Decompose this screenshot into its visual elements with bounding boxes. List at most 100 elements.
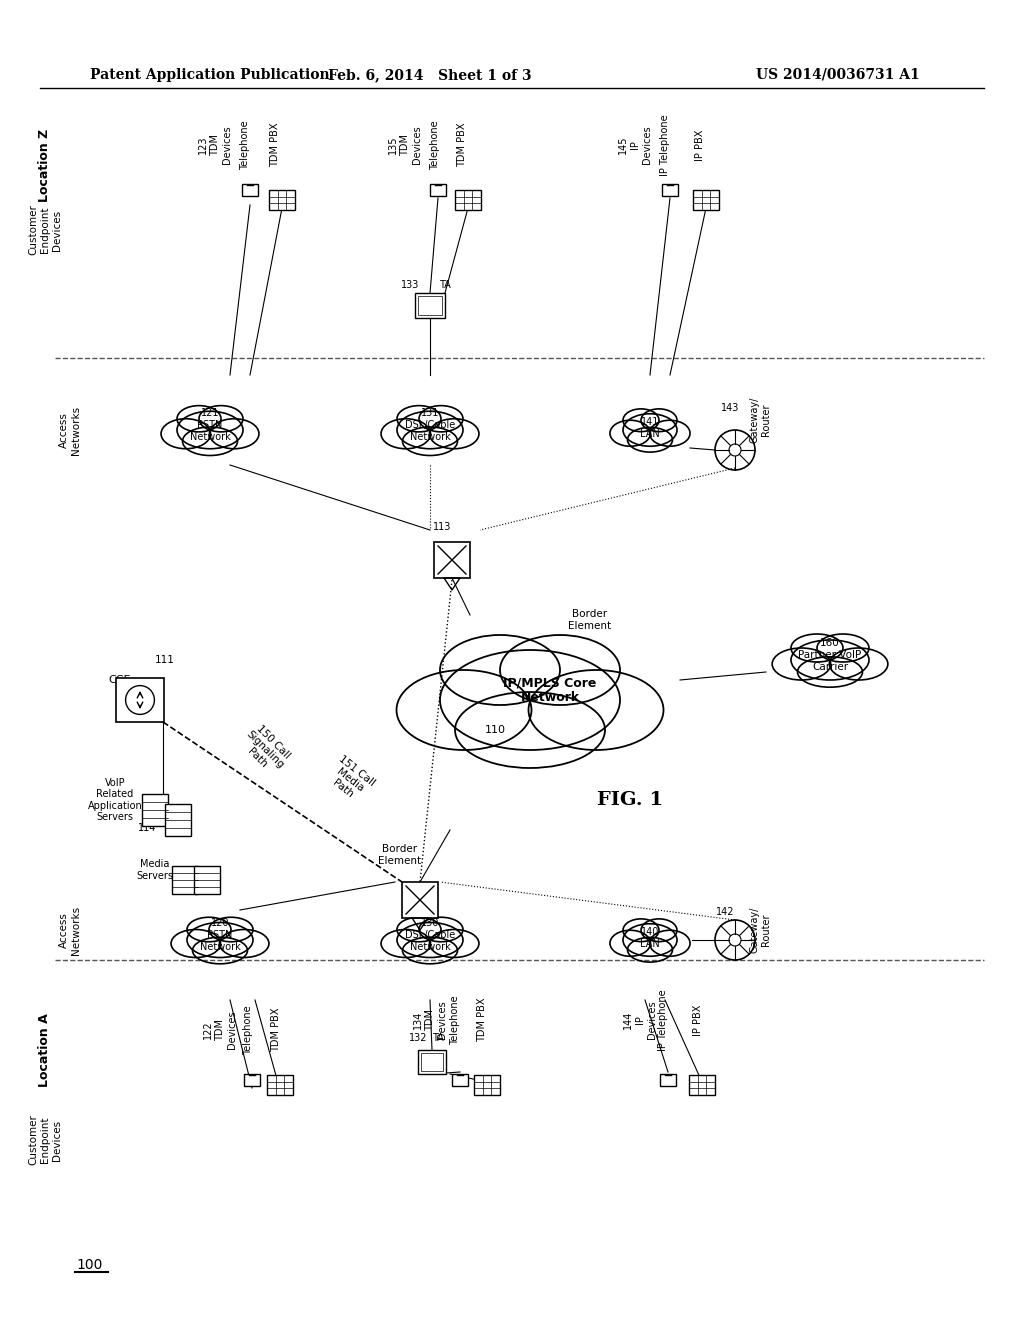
FancyBboxPatch shape — [418, 1049, 446, 1074]
Text: FIG. 1: FIG. 1 — [597, 791, 664, 809]
Ellipse shape — [641, 409, 677, 432]
Text: Border
Element: Border Element — [379, 845, 422, 866]
FancyBboxPatch shape — [434, 543, 470, 578]
Text: 160
Partner VoIP
Carrier: 160 Partner VoIP Carrier — [799, 639, 861, 672]
Ellipse shape — [455, 692, 605, 768]
Text: IP/MPLS Core
Network: IP/MPLS Core Network — [504, 676, 597, 704]
FancyBboxPatch shape — [474, 1074, 500, 1096]
FancyBboxPatch shape — [116, 678, 164, 722]
Ellipse shape — [440, 649, 620, 750]
Text: TDM PBX: TDM PBX — [457, 123, 467, 168]
Ellipse shape — [397, 412, 463, 449]
Text: 120
PSTN
Network: 120 PSTN Network — [200, 919, 241, 952]
Ellipse shape — [628, 428, 673, 451]
Text: 122
TDM
Devices: 122 TDM Devices — [204, 1011, 237, 1049]
Text: IP PBX: IP PBX — [693, 1005, 703, 1036]
Text: US 2014/0036731 A1: US 2014/0036731 A1 — [757, 69, 920, 82]
Text: Media
Servers: Media Servers — [136, 859, 173, 880]
Ellipse shape — [429, 418, 479, 449]
Text: 111: 111 — [155, 655, 175, 665]
Ellipse shape — [396, 671, 531, 750]
Text: Patent Application Publication: Patent Application Publication — [90, 69, 330, 82]
Text: 113: 113 — [433, 521, 452, 532]
Text: Customer
Endpoint
Devices: Customer Endpoint Devices — [29, 1114, 61, 1166]
FancyBboxPatch shape — [244, 1073, 260, 1086]
Ellipse shape — [610, 931, 650, 956]
Text: 145
IP
Devices: 145 IP Devices — [618, 125, 651, 164]
Ellipse shape — [817, 634, 869, 663]
Text: 100: 100 — [77, 1258, 103, 1272]
Text: 150 Call
Signaling
Path: 150 Call Signaling Path — [237, 721, 294, 779]
Ellipse shape — [210, 418, 259, 449]
FancyBboxPatch shape — [194, 866, 220, 894]
Text: 132: 132 — [409, 1034, 427, 1043]
Text: Gateway/
Router: Gateway/ Router — [750, 397, 771, 444]
Ellipse shape — [419, 405, 463, 432]
Text: 110: 110 — [484, 725, 506, 735]
Text: Telephone: Telephone — [430, 120, 440, 170]
Ellipse shape — [209, 917, 253, 941]
Ellipse shape — [829, 648, 888, 680]
Text: 135
TDM
Devices: 135 TDM Devices — [388, 125, 422, 164]
Ellipse shape — [528, 671, 664, 750]
Text: 131
DSL/Cable
Network: 131 DSL/Cable Network — [404, 408, 455, 442]
Text: Access
Networks: Access Networks — [59, 906, 81, 954]
Ellipse shape — [397, 923, 463, 957]
Ellipse shape — [500, 635, 620, 705]
Ellipse shape — [623, 919, 659, 941]
Ellipse shape — [397, 917, 441, 941]
Text: TDM PBX: TDM PBX — [477, 998, 487, 1043]
Text: IP Telephone: IP Telephone — [660, 115, 670, 176]
Ellipse shape — [182, 426, 238, 455]
FancyBboxPatch shape — [455, 190, 481, 210]
Text: 144
IP
Devices: 144 IP Devices — [624, 1001, 656, 1039]
Text: Telephone: Telephone — [240, 120, 250, 170]
Text: Telephone: Telephone — [243, 1006, 253, 1055]
Ellipse shape — [791, 640, 869, 680]
Ellipse shape — [187, 917, 231, 941]
Text: VoIP
Related
Application
Servers: VoIP Related Application Servers — [88, 777, 142, 822]
FancyBboxPatch shape — [430, 183, 446, 197]
Text: 115: 115 — [178, 870, 197, 880]
Ellipse shape — [772, 648, 830, 680]
Text: Feb. 6, 2014   Sheet 1 of 3: Feb. 6, 2014 Sheet 1 of 3 — [328, 69, 531, 82]
Text: Telephone: Telephone — [450, 995, 460, 1045]
Text: 134
TDM
Devices: 134 TDM Devices — [414, 1001, 446, 1039]
Text: 130
DSL/Cable
Network: 130 DSL/Cable Network — [404, 919, 455, 952]
FancyBboxPatch shape — [142, 795, 168, 826]
Text: CCE: CCE — [109, 675, 131, 685]
Text: 121
PSTN
Network: 121 PSTN Network — [189, 408, 230, 442]
Text: 151 Call
Media
Path: 151 Call Media Path — [323, 754, 377, 807]
FancyBboxPatch shape — [269, 190, 295, 210]
FancyBboxPatch shape — [421, 1053, 443, 1071]
Ellipse shape — [402, 426, 458, 455]
Ellipse shape — [623, 924, 677, 956]
FancyBboxPatch shape — [172, 866, 198, 894]
Ellipse shape — [791, 634, 843, 663]
Text: 143: 143 — [721, 403, 739, 413]
Ellipse shape — [161, 418, 211, 449]
Text: 141
LAN: 141 LAN — [640, 417, 659, 438]
Text: 142: 142 — [716, 907, 734, 917]
Ellipse shape — [649, 420, 690, 446]
FancyBboxPatch shape — [267, 1074, 293, 1096]
Ellipse shape — [177, 412, 243, 449]
Ellipse shape — [628, 937, 673, 962]
Ellipse shape — [199, 405, 243, 432]
Ellipse shape — [171, 929, 220, 957]
FancyBboxPatch shape — [242, 183, 258, 197]
Text: 114: 114 — [138, 822, 157, 833]
FancyBboxPatch shape — [452, 1073, 468, 1086]
Text: 123
TDM
Devices: 123 TDM Devices — [199, 125, 231, 164]
Ellipse shape — [381, 418, 430, 449]
Text: Gateway/
Router: Gateway/ Router — [750, 907, 771, 953]
Ellipse shape — [187, 923, 253, 957]
FancyBboxPatch shape — [418, 296, 442, 314]
Text: Customer
Endpoint
Devices: Customer Endpoint Devices — [29, 205, 61, 256]
FancyBboxPatch shape — [660, 1073, 676, 1086]
Text: TA: TA — [432, 1034, 443, 1043]
Ellipse shape — [177, 405, 221, 432]
Ellipse shape — [381, 929, 430, 957]
Ellipse shape — [429, 929, 479, 957]
Ellipse shape — [610, 420, 650, 446]
